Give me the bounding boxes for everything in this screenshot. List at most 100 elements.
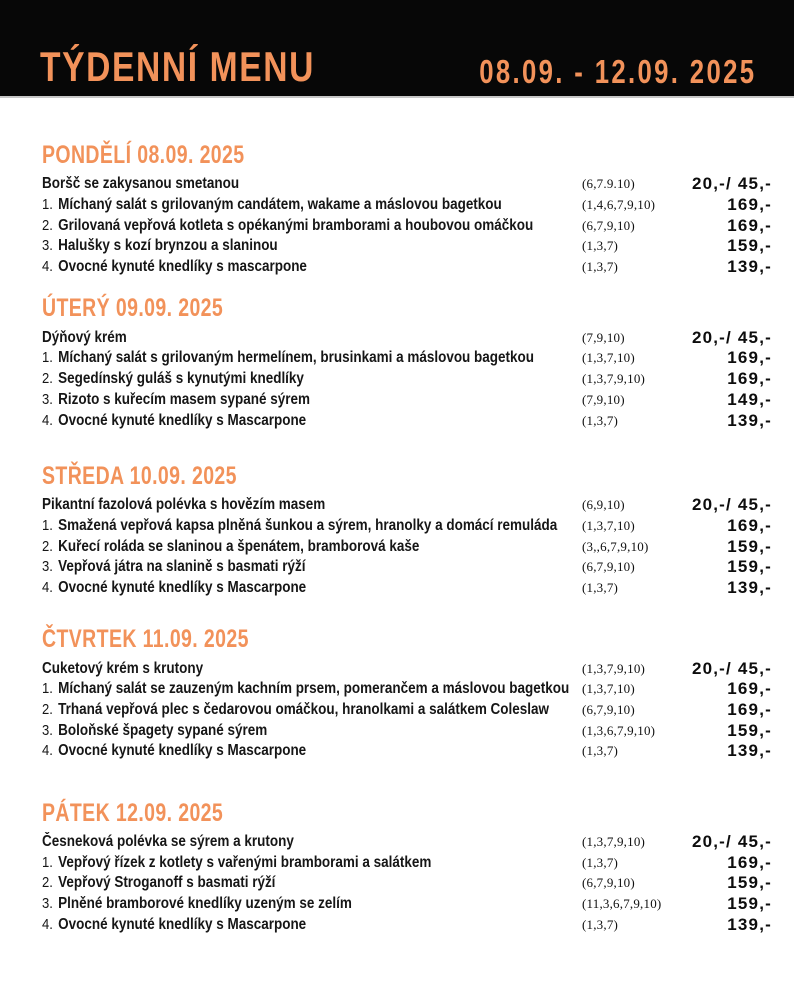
item-name: Míchaný salát s grilovaným candátem, wak… [58,196,502,214]
menu-header: TÝDENNÍ MENU 08.09. - 12.09. 2025 [0,0,794,98]
item-allergens: (1,3,7) [582,854,619,870]
item-number: 1. [42,680,53,698]
item-price: 159,- [727,720,772,740]
item-price: 159,- [727,536,772,556]
item-allergens: (1,3,7,9,10) [582,834,646,850]
item-name: Rizoto s kuřecím masem sypané sýrem [58,390,310,408]
item-name-cell: 2. Vepřový Stroganoff s basmati rýží [42,874,582,892]
item-price: 139,- [727,257,772,277]
item-name: Pikantní fazolová polévka s hovězím mase… [42,496,326,514]
item-price: 169,- [727,348,772,368]
item-allergens: (1,3,7) [582,579,619,595]
item-name-cell: 3. Plněné bramborové knedlíky uzeným se z… [42,895,582,913]
item-number: 2. [42,370,53,388]
item-price: 169,- [727,369,772,389]
item-name: Boloňské špagety sypané sýrem [58,721,268,739]
day-section: STŘEDA 10.09. 2025 Pikantní fazolová pol… [42,463,772,598]
item-number: 3. [42,721,53,739]
item-price: 20,-/ 45,- [691,174,772,194]
item-price: 139,- [727,741,772,761]
item-price: 139,- [727,914,772,934]
day-rows: Pikantní fazolová polévka s hovězím mase… [42,495,772,598]
menu-item-row: 2. Grilovaná vepřová kotleta s opékanými … [42,215,772,236]
item-name-cell: Cuketový krém s krutony [42,660,582,678]
item-allergens: (1,3,7) [582,412,619,428]
item-allergens: (1,3,7) [582,916,619,932]
menu-title: TÝDENNÍ MENU [40,43,315,90]
item-name-cell: 1. Míchaný salát s grilovaným hermelínem,… [42,349,582,367]
day-heading: ÚTERÝ 09.09. 2025 [42,294,224,323]
item-name: Míchaný salát s grilovaným hermelínem, b… [58,349,534,367]
day-rows: Česneková polévka se sýrem a krutony (1,… [42,832,772,935]
item-allergens: (11,3,6,7,9,10) [582,896,662,912]
item-price: 20,-/ 45,- [691,495,772,515]
item-number: 3. [42,237,53,255]
item-allergens: (1,3,7,9,10) [582,660,646,676]
item-price: 159,- [727,557,772,577]
item-name: Ovocné kynuté knedlíky s Mascarpone [58,411,307,429]
menu-item-row: 3. Halušky s kozí brynzou a slaninou (1,3… [42,236,772,257]
day-heading: PÁTEK 12.09. 2025 [42,798,224,827]
item-number: 1. [42,196,53,214]
menu-item-row: 2. Kuřecí roláda se slaninou a špenátem, … [42,536,772,557]
item-allergens: (6,7,9,10) [582,559,635,575]
day-heading: ČTVRTEK 11.09. 2025 [42,625,249,654]
item-allergens: (1,3,7,9,10) [582,371,646,387]
item-name: Míchaný salát se zauzeným kachním prsem,… [58,680,570,698]
item-allergens: (7,9,10) [582,329,625,345]
item-name: Segedínský guláš s kynutými knedlíky [58,370,304,388]
menu-item-row: 1. Smažená vepřová kapsa plněná šunkou a … [42,516,772,537]
day-section: ÚTERÝ 09.09. 2025 Dýňový krém (7,9,10) 2… [42,295,772,430]
day-heading: PONDĚLÍ 08.09. 2025 [42,141,245,169]
item-name: Ovocné kynuté knedlíky s Mascarpone [58,742,307,760]
item-price: 169,- [727,515,772,535]
menu-item-row: 3. Rizoto s kuřecím masem sypané sýrem (7… [42,390,772,411]
item-number: 4. [42,578,53,596]
menu-item-row: 4. Ovocné kynuté knedlíky s Mascarpone (1… [42,578,772,599]
item-allergens: (6,9,10) [582,497,625,513]
item-allergens: (7,9,10) [582,391,625,407]
item-name: Vepřová játra na slanině s basmati rýží [58,558,306,576]
item-price: 169,- [727,700,772,720]
menu-date-range: 08.09. - 12.09. 2025 [478,53,756,90]
item-name-cell: 2. Segedínský guláš s kynutými knedlíky [42,370,582,388]
item-name: Cuketový krém s krutony [42,659,204,677]
menu-item-row: 2. Trhaná vepřová plec s čedarovou omáčko… [42,700,772,721]
item-number: 2. [42,537,53,555]
item-name-cell: 3. Rizoto s kuřecím masem sypané sýrem [42,391,582,409]
item-name: Boršč se zakysanou smetanou [42,175,240,193]
item-price: 169,- [727,852,772,872]
menu-item-row: Dýňový krém (7,9,10) 20,-/ 45,- [42,327,772,348]
item-allergens: (1,3,7) [582,259,619,275]
item-name-cell: 4. Ovocné kynuté knedlíky s mascarpone [42,258,582,276]
menu-item-row: Boršč se zakysanou smetanou (6,7.9.10) 2… [42,174,772,195]
item-allergens: (6,7,9,10) [582,702,635,718]
item-name-cell: Boršč se zakysanou smetanou [42,175,582,193]
item-price: 159,- [727,236,772,256]
item-name: Grilovaná vepřová kotleta s opékanými br… [58,216,534,234]
menu-item-row: 4. Ovocné kynuté knedlíky s mascarpone (1… [42,257,772,278]
item-number: 4. [42,915,53,933]
menu-item-row: Pikantní fazolová polévka s hovězím mase… [42,495,772,516]
day-rows: Boršč se zakysanou smetanou (6,7.9.10) 2… [42,174,772,277]
day-rows: Dýňový krém (7,9,10) 20,-/ 45,- 1. Míchan… [42,327,772,430]
item-price: 139,- [727,410,772,430]
item-name: Ovocné kynuté knedlíky s Mascarpone [58,915,307,933]
day-rows: Cuketový krém s krutony (1,3,7,9,10) 20,… [42,658,772,761]
menu-item-row: 3. Plněné bramborové knedlíky uzeným se z… [42,894,772,915]
item-price: 149,- [727,389,772,409]
item-name-cell: Dýňový krém [42,329,582,347]
item-number: 4. [42,258,53,276]
menu-item-row: 3. Vepřová játra na slanině s basmati rýž… [42,557,772,578]
item-name: Vepřový Stroganoff s basmati rýží [58,874,276,892]
item-name-cell: 1. Míchaný salát se zauzeným kachním prse… [42,680,582,698]
item-name-cell: 2. Trhaná vepřová plec s čedarovou omáčko… [42,701,582,719]
item-name: Kuřecí roláda se slaninou a špenátem, br… [58,537,420,555]
menu-item-row: 2. Segedínský guláš s kynutými knedlíky (… [42,369,772,390]
day-section: ČTVRTEK 11.09. 2025 Cuketový krém s krut… [42,626,772,761]
menu-item-row: Česneková polévka se sýrem a krutony (1,… [42,832,772,853]
item-number: 2. [42,216,53,234]
item-number: 4. [42,411,53,429]
item-name: Halušky s kozí brynzou a slaninou [58,237,278,255]
menu-item-row: 1. Míchaný salát s grilovaným hermelínem,… [42,348,772,369]
